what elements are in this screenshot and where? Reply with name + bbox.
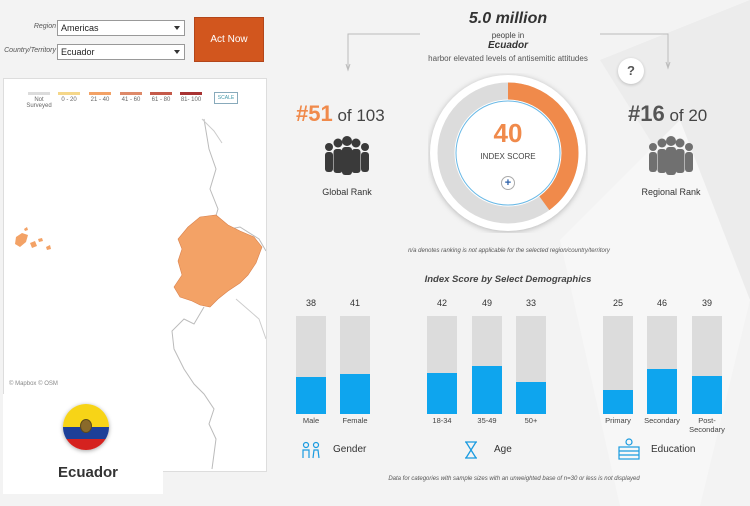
bar-category-label: 18-34 [432,416,452,425]
bar-fill [692,375,722,414]
country-name: Ecuador [57,464,118,481]
gender-icon [302,441,320,459]
na-note: n/a denotes ranking is not applicable fo… [408,248,610,254]
legend-item: 41 - 60 [118,92,144,103]
legend-item: 61 - 80 [148,92,174,103]
bar-category-label: Male [302,416,320,425]
bar-category-label: Primary [605,416,631,425]
legend-label: 0 - 20 [61,97,77,103]
bar-value-label: 33 [525,298,536,308]
bar-fill [340,373,370,414]
headline-people-in: people in [491,31,525,40]
bar-fill [516,381,546,414]
legend-swatch [150,92,172,95]
legend-label: 21 - 40 [90,97,110,103]
bar-value-label: 49 [481,298,492,308]
headline-description: harbor elevated levels of antisemitic at… [428,54,588,63]
left-panel: Region Americas Country/Territory Ecuado… [0,0,268,506]
bar-track[interactable] [296,316,326,414]
people-group-icon [649,136,693,175]
bar-track[interactable] [516,316,546,414]
index-score-label: INDEX SCORE [480,152,536,161]
bar-fill [647,368,677,414]
legend-swatch [28,92,50,95]
bar-fill [472,365,502,414]
index-score-donut: 40 INDEX SCORE + [428,73,588,233]
regional-rank-number: #16 [628,101,665,126]
chevron-down-icon [174,50,180,54]
hourglass-icon [465,441,477,459]
legend-label: 81- 100 [180,97,202,103]
regional-rank-total: of 20 [664,106,708,125]
help-button[interactable]: ? [618,58,644,84]
legend-swatch [180,92,202,95]
group-label-gender: Gender [333,444,367,455]
bar-track[interactable] [603,316,633,414]
demographics-title: Index Score by Select Demographics [424,274,592,285]
bar-fill [427,372,457,414]
bar-track[interactable] [427,316,457,414]
ecuador-shape [173,214,263,308]
bar-fill [296,376,326,414]
global-rank-label: Global Rank [322,187,372,197]
headline-country: Ecuador [487,40,528,51]
region-select[interactable]: Americas [57,20,185,36]
bar-fill [603,389,633,414]
expand-button[interactable]: + [501,176,515,190]
region-select-value: Americas [61,23,99,33]
group-label-education: Education [651,444,696,455]
global-rank: #51 of 103 [296,101,385,127]
bar-category-label: Secondary [644,416,680,425]
bar-track[interactable] [340,316,370,414]
bar-track[interactable] [472,316,502,414]
bar-value-label: 38 [305,298,316,308]
donut-chart [430,75,586,231]
education-icon [618,438,640,460]
headline-number: 5.0 million [468,10,548,27]
bar-category-label: 35-49 [477,416,497,425]
bar-value-label: 25 [612,298,623,308]
country-row: Country/Territory Ecuador [0,44,190,62]
bar-value-label: 46 [656,298,667,308]
legend-label: 41 - 60 [121,97,141,103]
country-label: Country/Territory [4,47,56,54]
legend-swatch [89,92,111,95]
legend-swatch [120,92,142,95]
scale-button[interactable]: SCALE [214,92,238,104]
bar-value-label: 41 [349,298,360,308]
legend-item: 81- 100 [178,92,204,103]
bar-category-label: 50+ [524,416,538,425]
bar-category-label: Female [342,416,368,425]
bar-track[interactable] [692,316,722,414]
bar-track[interactable] [647,316,677,414]
map-credit[interactable]: © Mapbox © OSM [9,381,58,387]
global-rank-total: of 103 [332,106,385,125]
group-label-age: Age [494,444,512,455]
regional-rank-label: Regional Rank [641,187,701,197]
legend-swatch [58,92,80,95]
donut-score-arc [437,82,579,224]
index-score-value: 40 [493,118,523,148]
ecuador-flag-icon [63,404,109,450]
bar-category-label: Post-Secondary [689,416,725,434]
bar-value-label: 39 [701,298,712,308]
map-shapes [15,118,266,470]
country-select[interactable]: Ecuador [57,44,185,60]
people-group-icon [325,136,369,175]
act-now-button[interactable]: Act Now [194,17,264,62]
legend-label: 61 - 80 [151,97,171,103]
chevron-down-icon [174,26,180,30]
legend-item: 21 - 40 [87,92,113,103]
legend-item: Not Surveyed [26,92,52,109]
regional-rank: #16 of 20 [628,101,707,127]
legend-item: 0 - 20 [56,92,82,103]
bar-value-label: 42 [436,298,447,308]
global-rank-number: #51 [296,101,333,126]
legend-label: Not Surveyed [26,97,52,109]
region-label: Region [33,23,56,30]
footnote: Data for categories with sample sizes wi… [388,476,640,482]
country-select-value: Ecuador [61,47,95,57]
country-card: Ecuador [3,394,163,494]
region-row: Region Americas [0,20,190,38]
